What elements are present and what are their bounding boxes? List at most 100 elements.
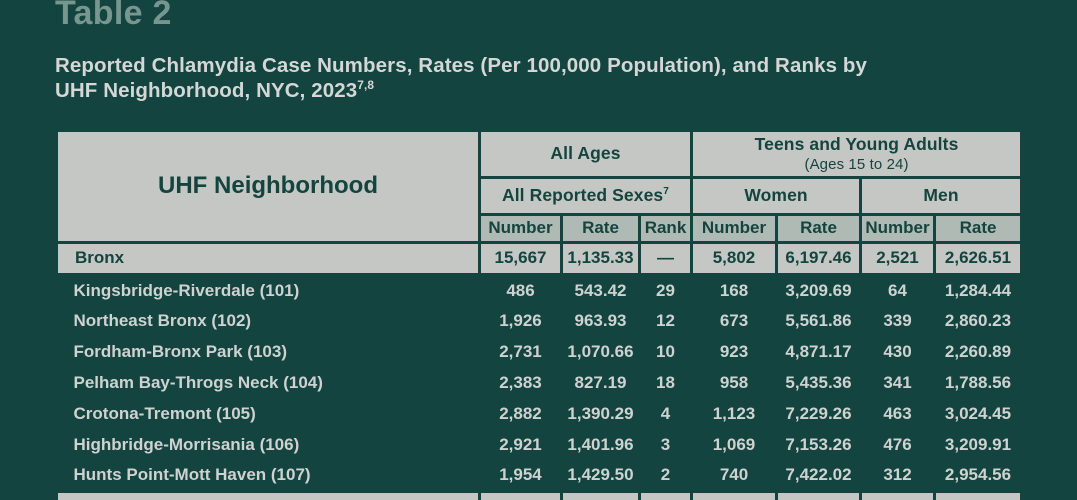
footnote-reference: 7,8 <box>357 78 375 93</box>
women-rate-cell: 6,197.46 <box>775 240 862 276</box>
clipped-cell <box>560 489 641 500</box>
women-rate-cell: 3,209.69 <box>785 280 852 300</box>
neighborhood-name-cell: Northeast Bronx (102) <box>73 310 252 330</box>
neighborhood-name-cell: Bronx <box>55 240 481 276</box>
header-women-rate: Rate <box>775 212 862 244</box>
women-rate-cell: 4,871.17 <box>785 341 852 361</box>
men-number-cell: 64 <box>888 280 907 300</box>
all-rate-cell: 1,401.96 <box>567 434 634 454</box>
subtitle-line-2: UHF Neighborhood, NYC, 20237,8 <box>55 78 375 103</box>
header-row-metrics: Number Rate Rank Number Rate Number Rate <box>57 212 1024 244</box>
table-row: Northeast Bronx (102) 1,926 963.93 12 67… <box>57 305 1022 336</box>
header-rate: Rate <box>560 212 641 244</box>
table-header: UHF Neighborhood All Ages Teens and Youn… <box>55 128 1024 244</box>
neighborhood-name-cell: Kingsbridge-Riverdale (101) <box>73 280 300 300</box>
header-row-sexes: All Reported Sexes7 Women Men <box>57 175 1024 216</box>
men-rate-cell: 2,626.51 <box>932 240 1024 276</box>
clipped-cell <box>478 489 563 500</box>
all-number-cell: 2,882 <box>499 403 542 423</box>
men-number-cell: 476 <box>883 434 912 454</box>
neighborhood-name-cell: Fordham-Bronx Park (103) <box>73 341 288 361</box>
all-rank-cell: 18 <box>656 372 675 392</box>
table-row: Crotona-Tremont (105) 2,882 1,390.29 4 1… <box>57 398 1022 429</box>
women-rate-cell: 7,153.26 <box>785 434 852 454</box>
header-men-number: Number <box>859 212 936 244</box>
all-number-cell: 2,731 <box>499 341 542 361</box>
header-men-rate: Rate <box>932 212 1024 244</box>
table-body-clipped <box>55 489 1024 500</box>
men-number-cell: 312 <box>883 465 912 485</box>
neighborhood-name-cell: Pelham Bay-Throgs Neck (104) <box>73 372 323 392</box>
all-rate-cell: 1,070.66 <box>567 341 634 361</box>
men-rate-cell: 2,860.23 <box>944 310 1012 330</box>
women-number-cell: 1,123 <box>712 403 756 423</box>
all-number-cell: 2,921 <box>499 434 542 454</box>
neighborhood-name-cell: Highbridge-Morrisania (106) <box>73 434 300 454</box>
all-rate-cell: 1,429.50 <box>567 465 634 485</box>
all-rate-cell: 1,135.33 <box>560 240 641 276</box>
women-number-cell: 1,069 <box>712 434 756 454</box>
header-teens-age-range: (Ages 15 to 24) <box>804 156 909 174</box>
women-number-cell: 740 <box>719 465 749 485</box>
table-row: Bronx 15,667 1,135.33 — 5,802 6,197.46 2… <box>55 240 1024 276</box>
men-rate-cell: 3,024.45 <box>944 403 1012 423</box>
header-men: Men <box>858 175 1024 216</box>
women-number-cell: 673 <box>719 310 749 330</box>
neighborhood-name-cell: Crotona-Tremont (105) <box>73 403 256 423</box>
subtitle-line-1: Reported Chlamydia Case Numbers, Rates (… <box>55 54 868 77</box>
footnote-reference: 7 <box>663 186 670 198</box>
table-row: Fordham-Bronx Park (103) 2,731 1,070.66 … <box>57 336 1022 367</box>
men-rate-cell: 2,260.89 <box>944 341 1012 361</box>
table-row-partial <box>55 489 1024 500</box>
all-rank-cell: 29 <box>656 280 675 300</box>
all-rank-cell: 4 <box>660 403 671 423</box>
women-rate-cell: 7,229.26 <box>785 403 852 423</box>
all-rate-cell: 1,390.29 <box>567 403 634 423</box>
header-women-number: Number <box>690 212 778 244</box>
header-teens-young-adults: Teens and Young Adults (Ages 15 to 24) <box>689 128 1024 179</box>
men-number-cell: 341 <box>883 372 912 392</box>
women-rate-cell: 7,422.02 <box>785 465 852 485</box>
all-rate-cell: 827.19 <box>574 372 627 392</box>
all-rank-cell: 12 <box>656 310 675 330</box>
men-rate-cell: 2,954.56 <box>944 465 1012 485</box>
clipped-cell <box>775 489 862 500</box>
header-rank: Rank <box>638 212 693 244</box>
women-number-cell: 5,802 <box>690 240 778 276</box>
table-row: Hunts Point-Mott Haven (107) 1,954 1,429… <box>57 460 1022 491</box>
men-number-cell: 2,521 <box>859 240 936 276</box>
men-rate-cell: 3,209.91 <box>944 434 1012 454</box>
neighborhood-name-cell: Hunts Point-Mott Haven (107) <box>73 465 311 485</box>
table-row: Highbridge-Morrisania (106) 2,921 1,401.… <box>57 429 1022 460</box>
clipped-cell <box>690 489 778 500</box>
header-row-groups: UHF Neighborhood All Ages Teens and Youn… <box>55 128 1024 244</box>
men-number-cell: 430 <box>883 341 912 361</box>
header-number: Number <box>478 212 563 244</box>
women-number-cell: 168 <box>719 280 749 300</box>
women-rate-cell: 5,435.36 <box>785 372 852 392</box>
all-number-cell: 486 <box>506 280 535 300</box>
table-row: Pelham Bay-Throgs Neck (104) 2,383 827.1… <box>57 367 1022 398</box>
all-rank-cell: — <box>638 240 693 276</box>
header-uhf-neighborhood: UHF Neighborhood <box>55 128 481 244</box>
women-number-cell: 958 <box>719 372 749 392</box>
all-rank-cell: 10 <box>656 341 675 361</box>
table-title: Table 2 <box>55 0 172 32</box>
all-number-cell: 1,954 <box>499 465 542 485</box>
clipped-cell <box>932 489 1024 500</box>
all-rank-cell: 3 <box>660 434 671 454</box>
all-number-cell: 2,383 <box>499 372 542 392</box>
clipped-cell <box>55 489 481 500</box>
all-number-cell: 1,926 <box>499 310 542 330</box>
chlamydia-table: UHF Neighborhood All Ages Teens and Youn… <box>55 128 1024 500</box>
men-rate-cell: 1,284.44 <box>944 280 1012 300</box>
clipped-cell <box>859 489 936 500</box>
all-number-cell: 15,667 <box>478 240 563 276</box>
table-body: Bronx 15,667 1,135.33 — 5,802 6,197.46 2… <box>55 240 1024 491</box>
table-row: Kingsbridge-Riverdale (101) 486 543.42 2… <box>57 274 1022 305</box>
all-rate-cell: 963.93 <box>574 310 627 330</box>
men-number-cell: 339 <box>883 310 912 330</box>
clipped-cell <box>638 489 693 500</box>
